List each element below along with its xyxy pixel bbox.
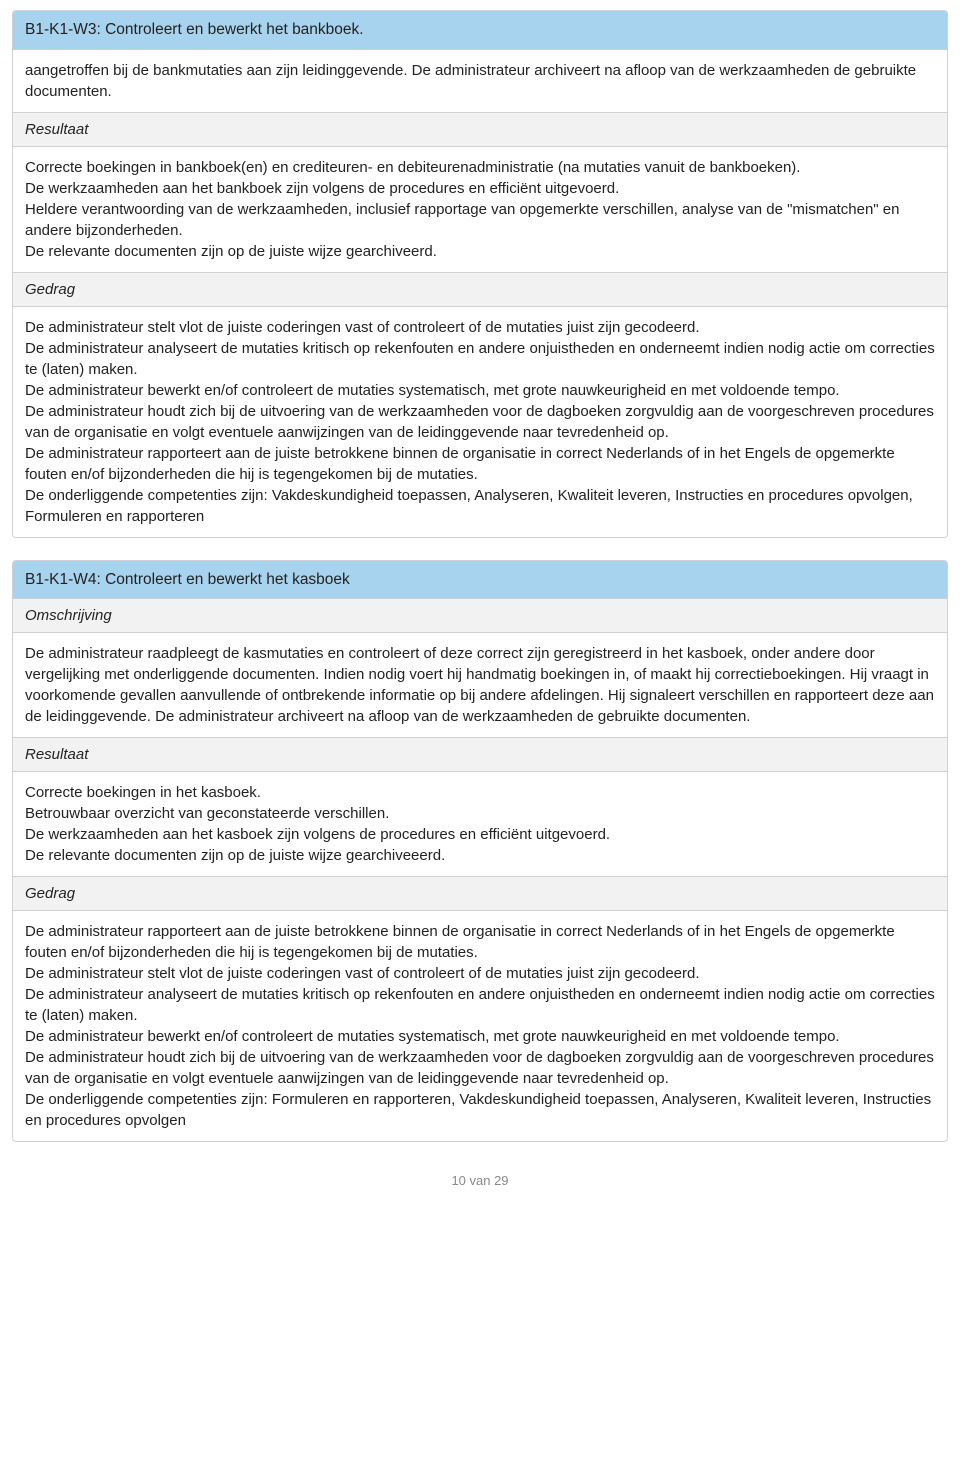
label-gedrag: Gedrag <box>13 877 947 911</box>
label-resultaat: Resultaat <box>13 738 947 772</box>
resultaat-text: Correcte boekingen in het kasboek.Betrou… <box>25 782 935 866</box>
resultaat-content: Correcte boekingen in het kasboek.Betrou… <box>13 772 947 877</box>
section-intro: aangetroffen bij de bankmutaties aan zij… <box>13 50 947 113</box>
resultaat-content: Correcte boekingen in bankboek(en) en cr… <box>13 147 947 273</box>
label-gedrag: Gedrag <box>13 273 947 307</box>
resultaat-text: Correcte boekingen in bankboek(en) en cr… <box>25 157 935 262</box>
section-title: B1-K1-W3: Controleert en bewerkt het ban… <box>13 11 947 50</box>
intro-text: aangetroffen bij de bankmutaties aan zij… <box>25 60 935 102</box>
label-omschrijving: Omschrijving <box>13 599 947 633</box>
gedrag-content: De administrateur stelt vlot de juiste c… <box>13 307 947 537</box>
section-title: B1-K1-W4: Controleert en bewerkt het kas… <box>13 561 947 600</box>
gedrag-content: De administrateur rapporteert aan de jui… <box>13 911 947 1141</box>
omschrijving-content: De administrateur raadpleegt de kasmutat… <box>13 633 947 738</box>
omschrijving-text: De administrateur raadpleegt de kasmutat… <box>25 643 935 727</box>
page-footer: 10 van 29 <box>12 1172 948 1190</box>
section-b1k1w3: B1-K1-W3: Controleert en bewerkt het ban… <box>12 10 948 538</box>
gedrag-text: De administrateur rapporteert aan de jui… <box>25 921 935 1089</box>
label-resultaat: Resultaat <box>13 113 947 147</box>
gedrag-text: De administrateur stelt vlot de juiste c… <box>25 317 935 485</box>
section-b1k1w4: B1-K1-W4: Controleert en bewerkt het kas… <box>12 560 948 1143</box>
competencies-text: De onderliggende competenties zijn: Form… <box>25 1089 935 1131</box>
competencies-text: De onderliggende competenties zijn: Vakd… <box>25 485 935 527</box>
